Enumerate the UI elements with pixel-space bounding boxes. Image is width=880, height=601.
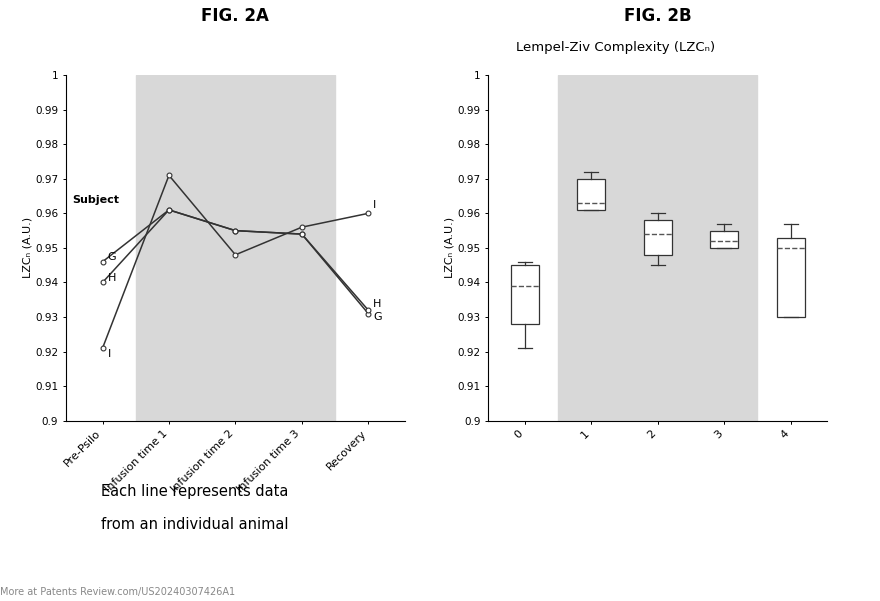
- Text: from an individual animal: from an individual animal: [101, 517, 289, 532]
- PathPatch shape: [710, 231, 738, 248]
- Y-axis label: LZCₙ (A.U.): LZCₙ (A.U.): [23, 218, 33, 278]
- Text: More at Patents Review.com/US20240307426A1: More at Patents Review.com/US20240307426…: [0, 587, 235, 597]
- PathPatch shape: [511, 265, 539, 324]
- PathPatch shape: [577, 179, 605, 210]
- Text: Lempel-Ziv Complexity (LZCₙ): Lempel-Ziv Complexity (LZCₙ): [517, 41, 715, 54]
- Text: I: I: [108, 349, 111, 359]
- Bar: [136, 75, 335, 421]
- PathPatch shape: [644, 221, 671, 255]
- PathPatch shape: [777, 237, 804, 317]
- Y-axis label: LZCₙ (A.U.): LZCₙ (A.U.): [445, 218, 455, 278]
- Text: H: H: [108, 273, 116, 282]
- Text: G: G: [108, 252, 116, 262]
- Text: Each line represents data: Each line represents data: [101, 484, 289, 499]
- Text: FIG. 2A: FIG. 2A: [202, 7, 269, 25]
- Bar: [558, 75, 758, 421]
- Text: G: G: [373, 313, 382, 323]
- Text: H: H: [373, 299, 381, 309]
- Text: I: I: [373, 200, 376, 210]
- Text: Subject: Subject: [73, 195, 120, 205]
- Text: FIG. 2B: FIG. 2B: [624, 7, 692, 25]
